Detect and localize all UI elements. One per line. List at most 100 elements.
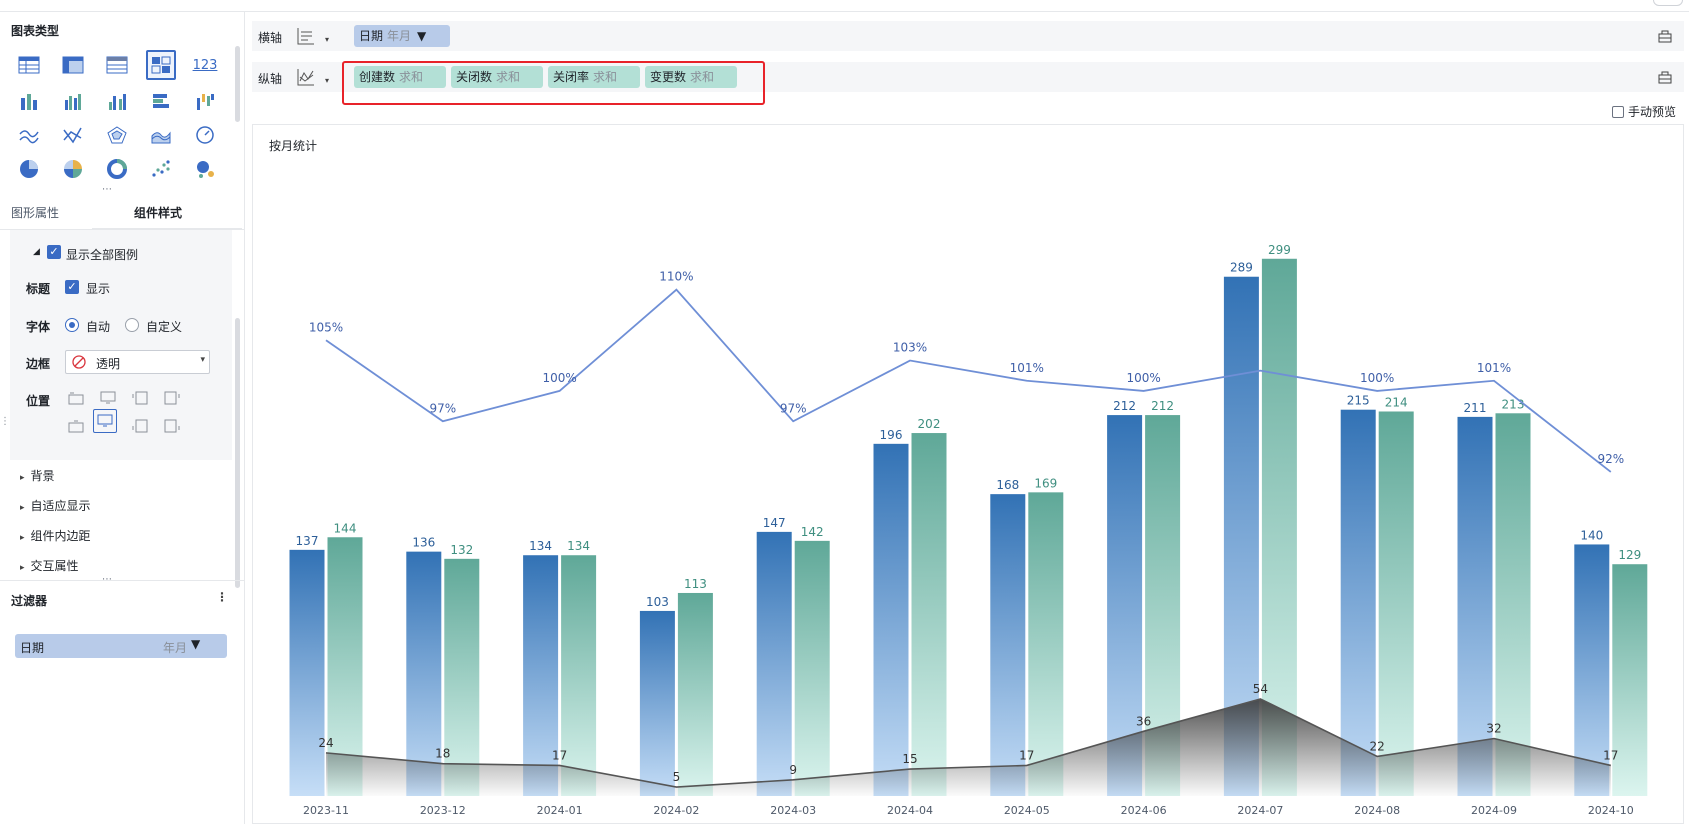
- gauge-icon[interactable]: [190, 120, 220, 150]
- position-bottom-left-icon[interactable]: [66, 416, 86, 436]
- change-count-label: 9: [789, 763, 797, 777]
- position-left-icon[interactable]: [130, 388, 150, 408]
- bar-created: [289, 549, 325, 796]
- scatter-line-icon[interactable]: [58, 120, 88, 150]
- tab-graph-properties[interactable]: 图形属性: [11, 206, 60, 220]
- collapse-padding[interactable]: 组件内边距: [20, 527, 91, 544]
- font-custom-radio[interactable]: [125, 318, 139, 332]
- y-axis-fields-highlight: [342, 61, 765, 105]
- title-show-checkbox[interactable]: ✓: [65, 280, 79, 294]
- collapse-adaptive-display[interactable]: 自适应显示: [20, 497, 91, 514]
- chart-title: 按月统计: [269, 139, 318, 153]
- chevron-down-icon[interactable]: ▾: [325, 35, 330, 44]
- line-chart-icon[interactable]: [14, 120, 44, 150]
- rose-chart-icon[interactable]: [58, 154, 88, 184]
- pie-chart-icon[interactable]: [14, 154, 44, 184]
- show-all-legend-checkbox[interactable]: ✓: [47, 245, 61, 259]
- top-toolbar-edge: [0, 0, 1689, 12]
- bar-closed: [1612, 564, 1648, 796]
- position-top-center-icon[interactable]: [98, 388, 118, 408]
- y-axis-bar: 纵轴 ▾ 创建数 求和 关闭数 求和 关闭率 求和 变更数 求和: [252, 62, 1684, 92]
- chevron-down-icon[interactable]: ▾: [325, 76, 330, 85]
- stacked-bar-icon[interactable]: [14, 86, 44, 116]
- more-options-icon[interactable]: ⋮: [216, 590, 228, 604]
- bar-created-label: 147: [763, 516, 786, 530]
- tab-component-style[interactable]: 组件样式: [134, 206, 183, 220]
- bar-chart-icon[interactable]: [58, 86, 88, 116]
- waterfall-icon[interactable]: [190, 86, 220, 116]
- bar-closed-label: 144: [334, 521, 357, 535]
- detail-table-icon[interactable]: [102, 50, 132, 80]
- radar-icon[interactable]: [102, 120, 132, 150]
- filter-granularity: 年月: [163, 641, 188, 655]
- lock-icon[interactable]: [1658, 70, 1672, 84]
- no-border-icon: [72, 355, 86, 369]
- close-rate-label: 100%: [1126, 371, 1160, 385]
- lock-icon[interactable]: [1658, 29, 1672, 43]
- bar-closed-label: 142: [801, 525, 824, 539]
- border-select-value: 透明: [96, 357, 121, 371]
- y-field-agg: 求和: [593, 70, 618, 84]
- x-tick-label: 2023-12: [420, 804, 466, 817]
- y-axis-field-changes[interactable]: 变更数 求和: [645, 66, 737, 88]
- manual-preview-checkbox[interactable]: [1612, 106, 1624, 118]
- resize-handle-icon[interactable]: ⋯: [102, 184, 112, 195]
- font-label: 字体: [26, 320, 51, 334]
- panel-collapse-handle-icon[interactable]: ⋮: [0, 416, 10, 427]
- collapse-background[interactable]: 背景: [20, 467, 55, 484]
- change-count-label: 17: [1603, 748, 1618, 762]
- filter-icon[interactable]: ▼: [417, 29, 427, 43]
- scatter-plot-icon[interactable]: [146, 154, 176, 184]
- x-tick-label: 2024-02: [653, 804, 699, 817]
- combo-chart-icon[interactable]: [146, 50, 176, 80]
- donut-chart-icon[interactable]: [102, 154, 132, 184]
- collapse-caret-icon[interactable]: ◢: [33, 247, 40, 257]
- position-left-bottom-icon[interactable]: [130, 416, 150, 436]
- y-field-agg: 求和: [496, 70, 521, 84]
- filter-icon[interactable]: ▼: [191, 637, 201, 651]
- bar-created-label: 137: [296, 534, 319, 548]
- position-bottom-center-icon[interactable]: [93, 409, 117, 433]
- horizontal-bar-icon[interactable]: [146, 86, 176, 116]
- y-axis-chart-type-icon[interactable]: [296, 67, 316, 87]
- chart-types-scrollbar[interactable]: [235, 46, 240, 122]
- number-card-icon[interactable]: 123: [190, 50, 220, 80]
- bar-created-label: 168: [996, 478, 1019, 492]
- component-style-panel: ◢ ✓ 显示全部图例 标题 ✓ 显示 字体 自动 自定义 边框 透明 ▾ 位置: [10, 230, 232, 460]
- y-axis-field-close-rate[interactable]: 关闭率 求和: [548, 66, 640, 88]
- bar-created-label: 103: [646, 595, 669, 609]
- bubble-chart-icon[interactable]: [190, 154, 220, 184]
- y-axis-field-created[interactable]: 创建数 求和: [354, 66, 446, 88]
- grouped-bar-icon[interactable]: [102, 86, 132, 116]
- bar-closed: [1495, 413, 1531, 796]
- area-chart-icon[interactable]: [146, 120, 176, 150]
- font-auto-radio[interactable]: [65, 318, 79, 332]
- close-rate-label: 100%: [1360, 371, 1394, 385]
- x-axis-field-date[interactable]: 日期 年月 ▼: [354, 25, 450, 47]
- close-rate-label: 101%: [1010, 361, 1044, 375]
- x-field-name: 日期: [359, 29, 384, 43]
- table-icon[interactable]: [14, 50, 44, 80]
- x-axis-chart-type-icon[interactable]: [296, 26, 316, 46]
- close-rate-line: [325, 288, 1612, 473]
- y-axis-label: 纵轴: [258, 72, 283, 86]
- x-tick-label: 2024-10: [1588, 804, 1634, 817]
- x-tick-label: 2024-06: [1121, 804, 1167, 817]
- collapse-interaction[interactable]: 交互属性: [20, 557, 79, 574]
- x-tick-label: 2024-05: [1004, 804, 1050, 817]
- style-panel-scrollbar[interactable]: [235, 318, 240, 588]
- filter-date-field[interactable]: 日期 年月 ▼: [15, 634, 227, 658]
- bar-closed-label: 169: [1034, 476, 1057, 490]
- y-field-agg: 求和: [690, 70, 715, 84]
- resize-handle-icon[interactable]: ⋯: [102, 574, 112, 585]
- toggle-switch[interactable]: [1653, 0, 1683, 6]
- border-select[interactable]: 透明 ▾: [65, 350, 210, 374]
- position-right-icon[interactable]: [162, 388, 182, 408]
- x-tick-label: 2024-09: [1471, 804, 1517, 817]
- position-right-bottom-icon[interactable]: [162, 416, 182, 436]
- y-axis-field-closed[interactable]: 关闭数 求和: [451, 66, 543, 88]
- cross-table-icon[interactable]: [58, 50, 88, 80]
- position-top-left-icon[interactable]: [66, 388, 86, 408]
- manual-preview-toggle[interactable]: 手动预览: [1612, 103, 1676, 120]
- bar-closed-label: 212: [1151, 399, 1174, 413]
